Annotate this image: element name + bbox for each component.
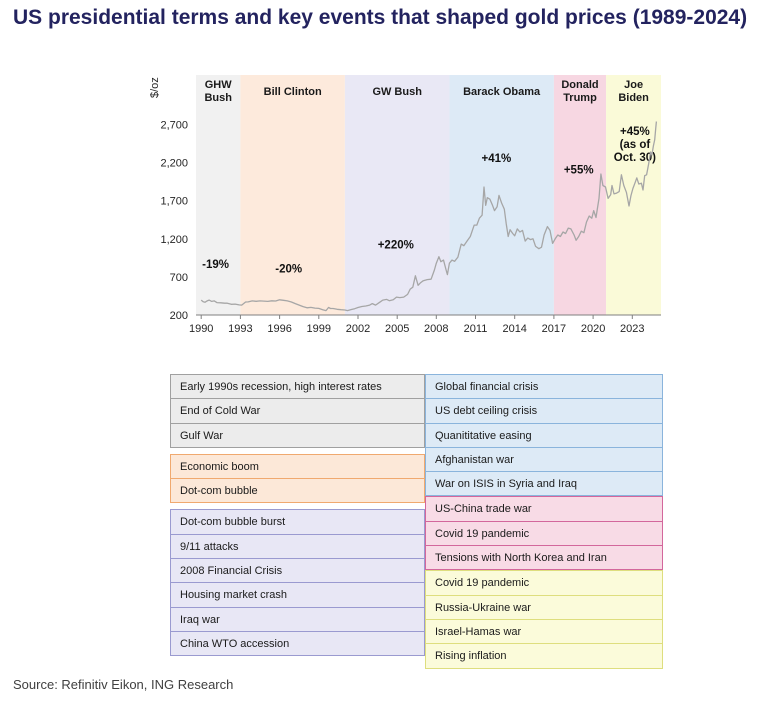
- y-tick-label: 200: [170, 310, 188, 322]
- event-item: Dot-com bubble: [170, 478, 425, 504]
- event-item: Tensions with North Korea and Iran: [425, 545, 663, 571]
- event-item: Covid 19 pandemic: [425, 570, 663, 596]
- y-tick-label: 2,200: [160, 158, 188, 170]
- president-label-bill-clinton: Bill Clinton: [264, 86, 322, 98]
- event-item: US-China trade war: [425, 496, 663, 522]
- president-label-donald-trump: Trump: [563, 92, 597, 104]
- event-item: US debt ceiling crisis: [425, 398, 663, 424]
- x-tick-label: 2011: [464, 323, 488, 335]
- president-label-ghw-bush: GHW: [205, 79, 233, 91]
- change-label-joe-biden: (as of: [620, 139, 651, 151]
- change-label-bill-clinton: -20%: [275, 263, 302, 275]
- change-label-barack-obama: +41%: [482, 153, 512, 165]
- event-item: Russia-Ukraine war: [425, 594, 663, 620]
- event-item: Early 1990s recession, high interest rat…: [170, 374, 425, 400]
- x-tick-label: 2020: [581, 323, 605, 335]
- change-label-donald-trump: +55%: [564, 164, 594, 176]
- event-item: Covid 19 pandemic: [425, 520, 663, 547]
- event-item: Gulf War: [170, 422, 425, 448]
- event-item: War on ISIS in Syria and Iraq: [425, 471, 663, 497]
- change-label-joe-biden: Oct. 30): [614, 152, 656, 164]
- x-tick-label: 2005: [385, 323, 409, 335]
- event-item: Housing market crash: [170, 582, 425, 608]
- president-label-joe-biden: Biden: [618, 92, 649, 104]
- event-box-obama: Global financial crisis US debt ceiling c…: [425, 374, 663, 497]
- event-item: Rising inflation: [425, 643, 663, 669]
- event-item: China WTO accession: [170, 630, 425, 657]
- x-tick-label: 2023: [620, 323, 644, 335]
- x-tick-label: 2002: [346, 323, 370, 335]
- event-item: Quanititative easing: [425, 422, 663, 448]
- event-item: Economic boom: [170, 453, 425, 480]
- x-tick-label: 2014: [502, 323, 526, 335]
- event-item: End of Cold War: [170, 398, 425, 424]
- y-axis-title: $/oz: [149, 77, 161, 98]
- event-box-clinton: Economic boom Dot-com bubble: [170, 453, 425, 504]
- event-legend-right-column: Global financial crisis US debt ceiling c…: [425, 374, 663, 669]
- y-tick-label: 2,700: [160, 120, 188, 132]
- president-label-donald-trump: Donald: [561, 79, 598, 91]
- x-tick-label: 2008: [424, 323, 448, 335]
- event-box-ghw-bush: Early 1990s recession, high interest rat…: [170, 374, 425, 448]
- event-item: Dot-com bubble burst: [170, 509, 425, 535]
- event-item: Global financial crisis: [425, 374, 663, 400]
- x-tick-label: 1996: [267, 323, 291, 335]
- source-note: Source: Refinitiv Eikon, ING Research: [13, 677, 234, 692]
- change-label-ghw-bush: -19%: [202, 259, 229, 271]
- president-band-joe-biden: [606, 75, 661, 315]
- gold-price-chart: GHW Bush -19% Bill Clinton -20% GW Bush +220% B…: [133, 62, 673, 350]
- event-item: 9/11 attacks: [170, 533, 425, 560]
- x-tick-label: 2017: [542, 323, 566, 335]
- change-label-gw-bush: +220%: [378, 239, 414, 251]
- president-label-gw-bush: GW Bush: [372, 86, 422, 98]
- x-tick-label: 1993: [228, 323, 252, 335]
- event-item: Iraq war: [170, 606, 425, 632]
- change-label-joe-biden: +45%: [620, 126, 650, 138]
- president-band-gw-bush: [344, 75, 450, 315]
- event-legend-left-column: Early 1990s recession, high interest rat…: [170, 374, 425, 657]
- page-title: US presidential terms and key events tha…: [13, 6, 748, 29]
- event-box-gw-bush: Dot-com bubble burst 9/11 attacks 2008 Fin…: [170, 509, 425, 657]
- event-item: 2008 Financial Crisis: [170, 558, 425, 584]
- president-label-ghw-bush: Bush: [204, 92, 232, 104]
- y-tick-label: 1,200: [160, 234, 188, 246]
- president-band-donald-trump: [553, 75, 607, 315]
- event-legend: Early 1990s recession, high interest rat…: [170, 374, 663, 669]
- x-tick-label: 1999: [307, 323, 331, 335]
- president-band-ghw-bush: [196, 75, 241, 315]
- event-item: Israel-Hamas war: [425, 618, 663, 645]
- event-item: Afghanistan war: [425, 446, 663, 473]
- gold-price-line: [200, 121, 658, 312]
- president-label-joe-biden: Joe: [624, 79, 643, 91]
- event-box-trump: US-China trade war Covid 19 pandemic Tensi…: [425, 496, 663, 571]
- y-tick-label: 700: [170, 272, 188, 284]
- president-band-bill-clinton: [240, 75, 345, 315]
- x-tick-label: 1990: [189, 323, 213, 335]
- president-label-barack-obama: Barack Obama: [463, 86, 541, 98]
- event-box-biden: Covid 19 pandemic Russia-Ukraine war Israe…: [425, 570, 663, 669]
- y-tick-label: 1,700: [160, 196, 188, 208]
- president-band-barack-obama: [449, 75, 554, 315]
